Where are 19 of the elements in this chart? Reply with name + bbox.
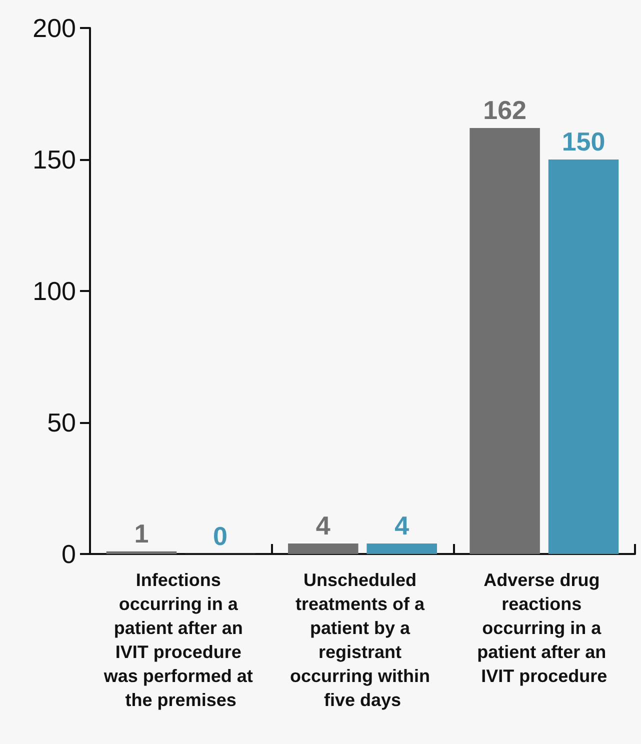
bar <box>106 551 177 554</box>
bar <box>548 160 619 554</box>
x-tick-label: Unscheduled treatments of a patient by a registrant occurring within five days <box>290 570 436 710</box>
y-tick-label: 0 <box>62 539 76 569</box>
data-label: 150 <box>562 126 606 156</box>
x-tick-label: Adverse drug reactions occurring in a patient after an IVIT procedure <box>477 570 612 686</box>
y-tick-label: 50 <box>47 408 76 438</box>
y-tick-label: 200 <box>32 13 76 43</box>
data-label: 4 <box>316 510 331 540</box>
data-label: 162 <box>483 94 527 125</box>
data-label: 4 <box>394 510 410 540</box>
bar <box>288 543 358 554</box>
data-label: 1 <box>134 518 149 548</box>
y-tick-label: 150 <box>32 144 76 174</box>
bar <box>366 543 437 554</box>
bar <box>470 128 540 554</box>
data-label: 0 <box>212 520 228 551</box>
x-tick-label: Infections occurring in a patient after an IVIT procedure was performed at the premises <box>102 570 258 710</box>
y-tick-label: 100 <box>32 276 76 306</box>
